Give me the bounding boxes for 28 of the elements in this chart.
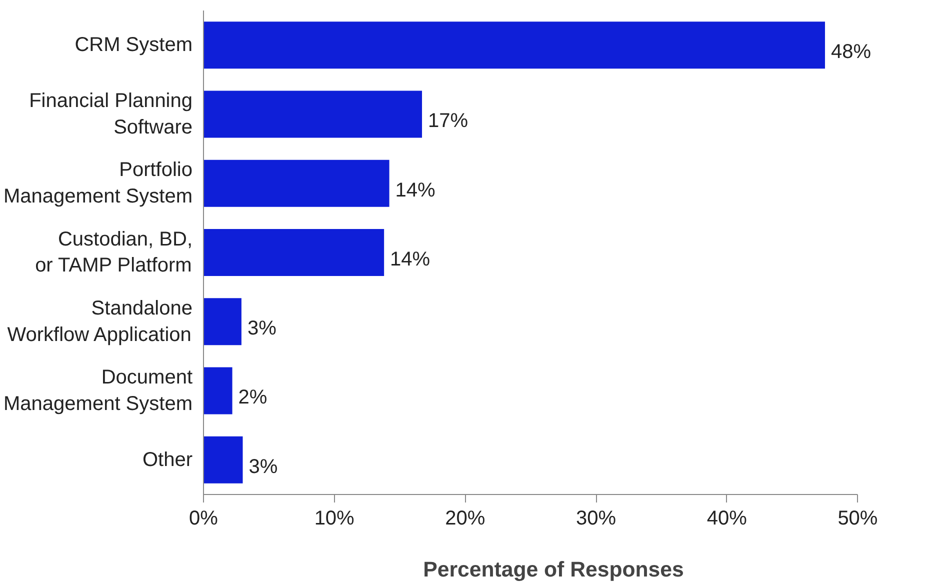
bar: [204, 90, 422, 138]
data-label: 3%: [248, 456, 278, 478]
data-label: 3%: [247, 318, 277, 340]
bar: [204, 228, 384, 276]
bar: [204, 160, 390, 207]
y-tick-label: Portfolio Management System: [4, 159, 193, 208]
x-tick-label: 40%: [706, 508, 748, 530]
x-axis-title: Percentage of Responses: [423, 558, 684, 582]
data-label: 14%: [390, 248, 430, 270]
y-tick-label: Standalone Workflow Application: [7, 297, 192, 346]
x-tick-label: 30%: [576, 508, 616, 530]
y-tick-label: Financial Planning Software: [29, 90, 193, 138]
data-label: 17%: [428, 110, 468, 132]
bar: [204, 436, 243, 484]
x-tick-label: 50%: [838, 508, 878, 530]
x-tick-label: 10%: [314, 508, 355, 530]
data-label: 2%: [238, 386, 268, 409]
data-label: 14%: [395, 179, 436, 202]
bar: [204, 298, 242, 346]
y-tick-label: CRM System: [74, 34, 193, 56]
y-tick-label: Document Management System: [4, 366, 193, 415]
x-tick-label: 0%: [189, 508, 218, 530]
bar: [204, 367, 232, 414]
x-tick-label: 20%: [445, 508, 486, 530]
y-tick-label: Other: [142, 448, 193, 471]
bar: [204, 22, 825, 69]
y-tick-label: Custodian, BD, or TAMP Platform: [35, 228, 193, 277]
data-label: 48%: [830, 40, 872, 63]
